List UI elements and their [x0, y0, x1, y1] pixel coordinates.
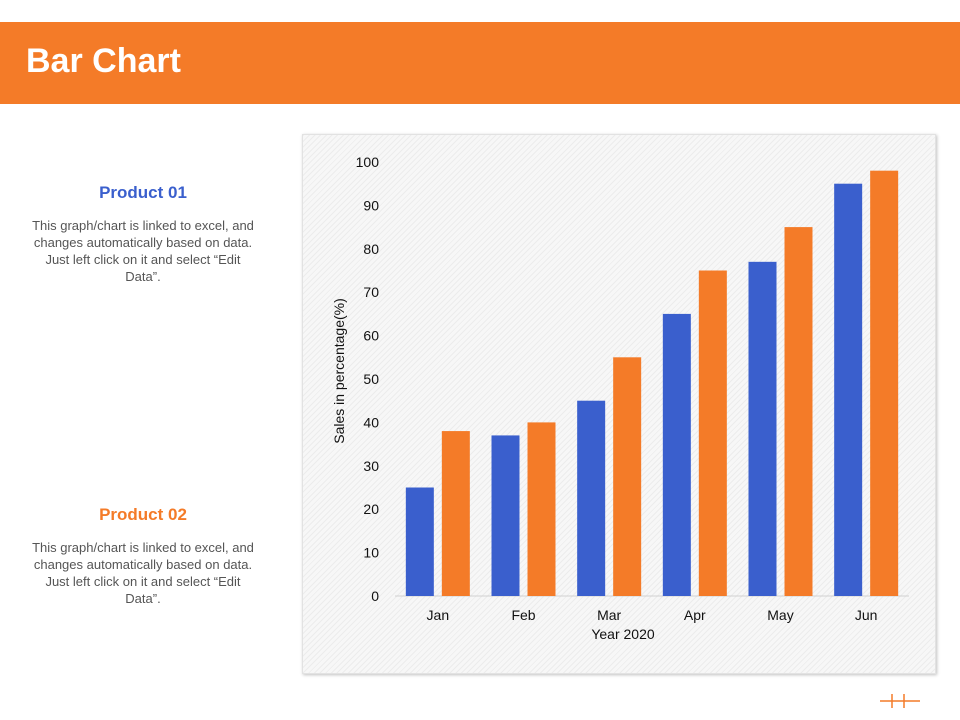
chart-panel[interactable]: 0 10 20 30 40 50 60 70 80 90 100 Jan Feb Mar Apr May Jun… — [302, 134, 936, 674]
product-01-title: Product 01 — [99, 183, 187, 202]
x-tick-label: May — [767, 607, 793, 623]
bar-chart[interactable]: 0 10 20 30 40 50 60 70 80 90 100 Jan Feb Mar Apr May Jun… — [303, 135, 935, 673]
x-tick-label: Mar — [597, 607, 621, 623]
product-02-block: Product 02 This graph/chart is linked to… — [30, 505, 256, 607]
bar-series-1 — [662, 313, 691, 596]
bar-series-1 — [577, 400, 606, 596]
bar-series-1 — [748, 261, 777, 596]
x-axis-title: Year 2020 — [591, 626, 655, 642]
title-banner: Bar Chart — [0, 22, 960, 104]
x-tick-label: Jun — [855, 607, 878, 623]
y-tick-label: 100 — [356, 154, 380, 170]
product-01-block: Product 01 This graph/chart is linked to… — [30, 183, 256, 285]
bar-series-2 — [613, 357, 642, 596]
y-tick-label: 30 — [363, 458, 379, 474]
page-title: Bar Chart — [26, 42, 181, 80]
x-tick-label: Feb — [511, 607, 535, 623]
bar-series-1 — [405, 487, 434, 596]
y-tick-label: 50 — [363, 371, 379, 387]
y-tick-label: 40 — [363, 414, 379, 430]
y-tick-label: 90 — [363, 197, 379, 213]
bar-series-2 — [441, 431, 470, 596]
y-tick-label: 10 — [363, 545, 379, 561]
pulse-logo-icon — [880, 694, 920, 708]
x-tick-label: Jan — [427, 607, 450, 623]
bar-series-2 — [870, 170, 899, 596]
bar-series-2 — [784, 227, 813, 596]
product-01-description: This graph/chart is linked to excel, and… — [32, 218, 254, 284]
y-tick-label: 0 — [371, 588, 379, 604]
y-axis-title: Sales in percentage(%) — [331, 298, 347, 444]
y-tick-label: 20 — [363, 501, 379, 517]
product-02-description: This graph/chart is linked to excel, and… — [32, 540, 254, 606]
y-tick-label: 60 — [363, 328, 379, 344]
bar-series-1 — [491, 435, 520, 596]
bar-series-2 — [527, 422, 556, 596]
x-tick-label: Apr — [684, 607, 706, 623]
y-tick-label: 70 — [363, 284, 379, 300]
y-tick-label: 80 — [363, 241, 379, 257]
bar-series-1 — [834, 183, 863, 596]
bar-series-2 — [698, 270, 727, 596]
product-02-title: Product 02 — [99, 505, 187, 524]
